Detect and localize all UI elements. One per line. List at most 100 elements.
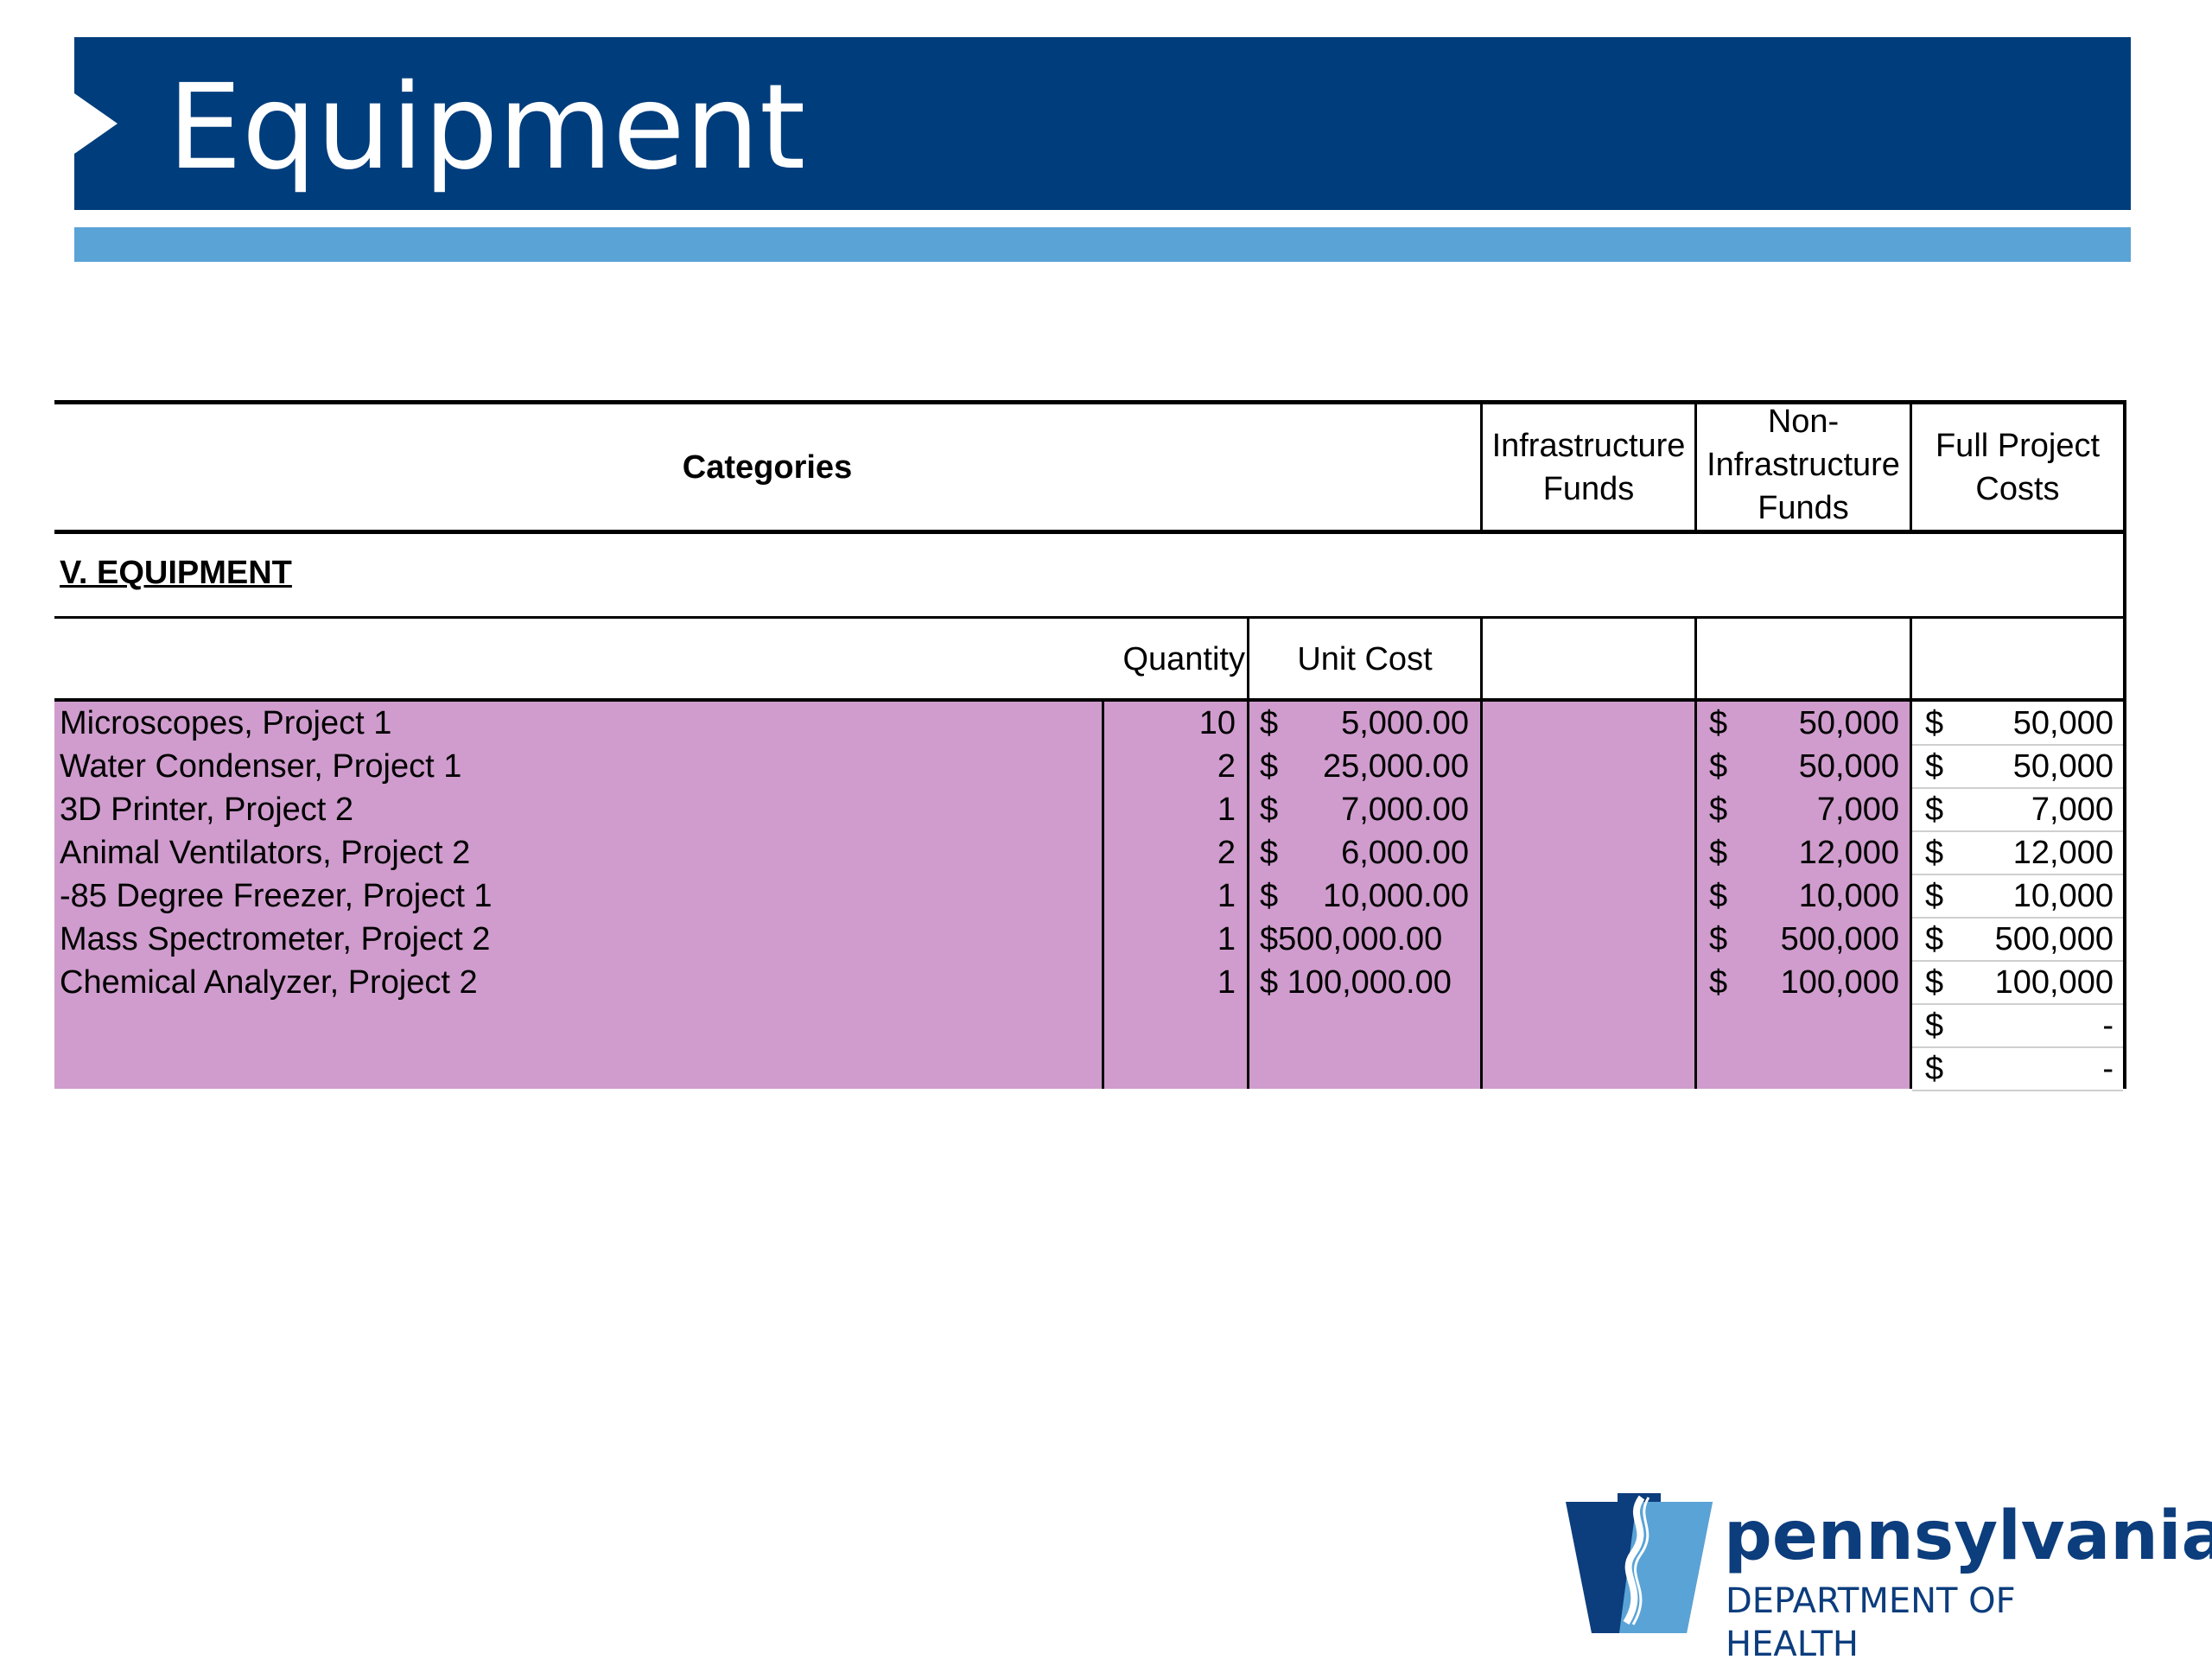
- highlight-infra: [1483, 700, 1697, 1089]
- header-infrastructure-funds: Infrastructure Funds: [1491, 427, 1686, 507]
- item-unit-cost: 25,000.00: [1322, 748, 1469, 785]
- section-label: V. EQUIPMENT: [60, 555, 292, 591]
- vrule-unit-right: [1480, 616, 1483, 1089]
- item-non-infrastructure-cost: 50,000: [1798, 705, 1899, 741]
- item-non-infrastructure-cost: 50,000: [1798, 748, 1899, 785]
- item-non-infrastructure-cost: 7,000: [1816, 792, 1899, 828]
- item-unit-cost: $ 100,000.00: [1260, 964, 1452, 1001]
- currency-symbol: $: [1709, 878, 1728, 914]
- rule-section-bottom: [54, 616, 2126, 619]
- item-unit-cost: $500,000.00: [1260, 921, 1443, 957]
- chevron-right-icon: [74, 93, 118, 154]
- highlight-qty: [1102, 700, 1249, 1089]
- highlight-items: [54, 700, 1102, 1089]
- currency-symbol: $: [1925, 835, 1944, 871]
- currency-symbol: $: [1925, 878, 1944, 914]
- item-quantity: 1: [1217, 792, 1236, 828]
- item-quantity: 10: [1198, 705, 1236, 741]
- item-full-project-cost: 10,000: [2012, 878, 2113, 914]
- item-name: Water Condenser, Project 1: [60, 748, 462, 785]
- item-name: Chemical Analyzer, Project 2: [60, 964, 478, 1001]
- row-separator: [1912, 830, 2123, 832]
- item-name: Mass Spectrometer, Project 2: [60, 921, 491, 957]
- item-name: -85 Degree Freezer, Project 1: [60, 878, 493, 914]
- currency-symbol: $: [1925, 964, 1944, 1001]
- slide-title: Equipment: [168, 60, 806, 196]
- item-full-project-cost: 50,000: [2012, 705, 2113, 741]
- item-full-project-cost: 12,000: [2012, 835, 2113, 871]
- item-quantity: 1: [1217, 964, 1236, 1001]
- row-separator: [1912, 874, 2123, 875]
- item-quantity: 1: [1217, 921, 1236, 957]
- item-full-project-cost: -: [2102, 1051, 2113, 1087]
- header-non-infrastructure-funds: Non-Infrastructure Funds: [1707, 404, 1900, 526]
- currency-symbol: $: [1260, 792, 1279, 828]
- item-name: Microscopes, Project 1: [60, 705, 392, 741]
- header-full-project-costs: Full Project Costs: [1935, 427, 2101, 507]
- vrule-1: [1480, 400, 1483, 531]
- vrule-qty-left: [1102, 700, 1104, 1089]
- row-separator: [1912, 744, 2123, 746]
- subheader-quantity: Quantity: [1122, 641, 1245, 677]
- currency-symbol: $: [1709, 792, 1728, 828]
- currency-symbol: $: [1260, 748, 1279, 785]
- row-separator: [1912, 960, 2123, 962]
- item-full-project-cost: 500,000: [1994, 921, 2113, 957]
- currency-symbol: $: [1709, 921, 1728, 957]
- item-unit-cost: 6,000.00: [1341, 835, 1469, 871]
- subheader-unit-cost: Unit Cost: [1297, 641, 1433, 677]
- currency-symbol: $: [1925, 921, 1944, 957]
- title-banner: Equipment: [74, 37, 2131, 210]
- item-unit-cost: 5,000.00: [1341, 705, 1469, 741]
- highlight-noninfra: [1697, 700, 1911, 1089]
- keystone-icon: [1566, 1493, 1713, 1633]
- currency-symbol: $: [1925, 1051, 1944, 1087]
- logo-subtitle: DEPARTMENT OF HEALTH: [1726, 1581, 2016, 1664]
- currency-symbol: $: [1925, 705, 1944, 741]
- vrule-qty-right: [1247, 616, 1249, 1089]
- rule-top: [54, 400, 2126, 404]
- currency-symbol: $: [1925, 748, 1944, 785]
- item-full-project-cost: -: [2102, 1008, 2113, 1044]
- item-quantity: 1: [1217, 878, 1236, 914]
- logo-wordmark: pennsylvania: [1724, 1497, 2212, 1575]
- item-name: 3D Printer, Project 2: [60, 792, 354, 828]
- row-separator: [1912, 1003, 2123, 1005]
- item-unit-cost: 7,000.00: [1341, 792, 1469, 828]
- currency-symbol: $: [1925, 792, 1944, 828]
- vrule-3: [1910, 400, 1912, 531]
- item-full-project-cost: 100,000: [1994, 964, 2113, 1001]
- currency-symbol: $: [1260, 835, 1279, 871]
- header-categories: Categories: [682, 448, 853, 486]
- item-unit-cost: 10,000.00: [1322, 878, 1469, 914]
- item-quantity: 2: [1217, 748, 1236, 785]
- currency-symbol: $: [1709, 748, 1728, 785]
- vrule-infra-right: [1694, 616, 1697, 1089]
- item-non-infrastructure-cost: 12,000: [1798, 835, 1899, 871]
- item-name: Animal Ventilators, Project 2: [60, 835, 471, 871]
- vrule-noninfra-right: [1910, 616, 1912, 1089]
- accent-stripe: [74, 227, 2131, 262]
- row-separator: [1912, 787, 2123, 789]
- highlight-unitcost: [1249, 700, 1483, 1089]
- row-separator: [1912, 917, 2123, 919]
- currency-symbol: $: [1925, 1008, 1944, 1044]
- item-non-infrastructure-cost: 500,000: [1780, 921, 1899, 957]
- currency-symbol: $: [1260, 705, 1279, 741]
- item-full-project-cost: 7,000: [2031, 792, 2113, 828]
- currency-symbol: $: [1709, 964, 1728, 1001]
- vrule-right: [2123, 400, 2126, 1089]
- equipment-table: Categories Infrastructure Funds Non-Infr…: [54, 400, 2126, 1091]
- item-quantity: 2: [1217, 835, 1236, 871]
- item-non-infrastructure-cost: 10,000: [1798, 878, 1899, 914]
- vrule-2: [1694, 400, 1697, 531]
- currency-symbol: $: [1709, 835, 1728, 871]
- currency-symbol: $: [1709, 705, 1728, 741]
- row-separator: [1912, 1046, 2123, 1048]
- row-separator: [1912, 1090, 2123, 1091]
- currency-symbol: $: [1260, 878, 1279, 914]
- rule-subheader-bottom: [54, 698, 2126, 702]
- rule-header-bottom: [54, 530, 2126, 534]
- item-full-project-cost: 50,000: [2012, 748, 2113, 785]
- item-non-infrastructure-cost: 100,000: [1780, 964, 1899, 1001]
